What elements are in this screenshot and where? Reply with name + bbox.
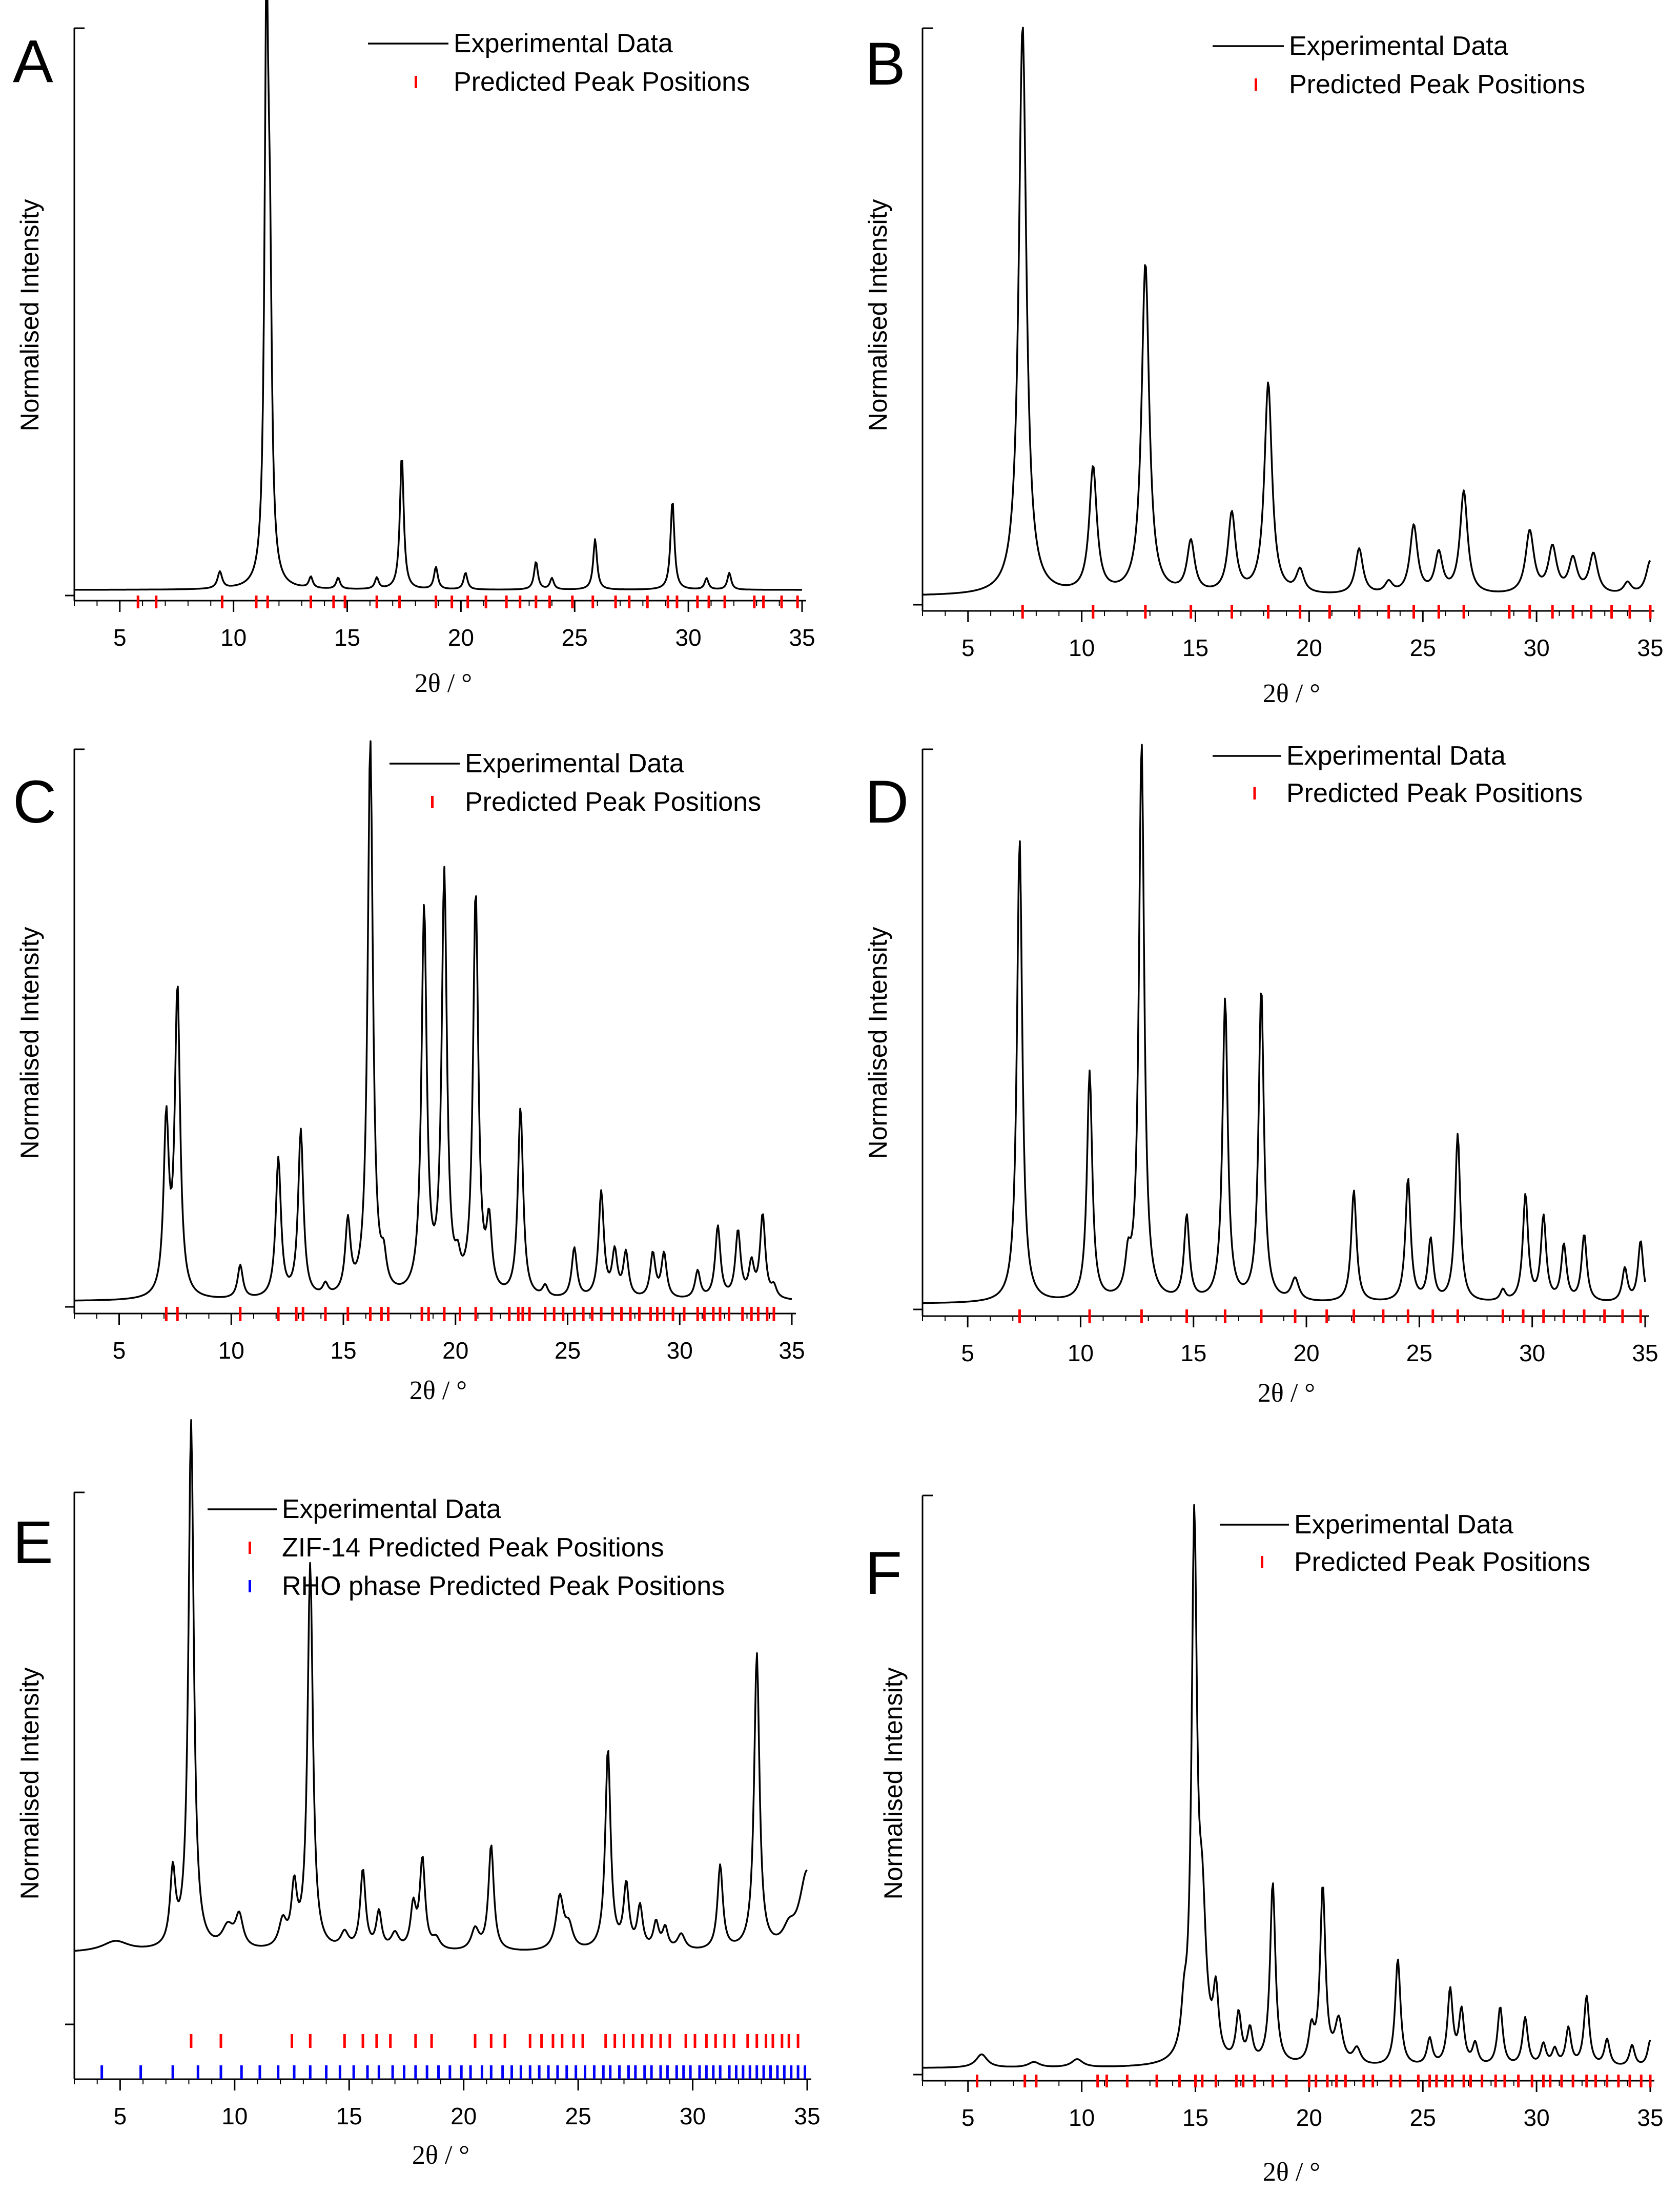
x-tick-label: 15 (1180, 1340, 1206, 1366)
x-tick-label: 30 (680, 2103, 706, 2129)
panel-letter: D (865, 768, 909, 836)
x-tick-label: 20 (442, 1337, 468, 1364)
experimental-data-line (74, 740, 792, 1302)
legend-label: Predicted Peak Positions (1286, 778, 1583, 808)
x-tick-label: 10 (1069, 2104, 1095, 2131)
x-tick-label: 25 (565, 2103, 591, 2129)
x-tick-label: 30 (1524, 2104, 1550, 2131)
x-tick-label: 35 (1637, 634, 1663, 661)
legend-label: Experimental Data (465, 749, 684, 778)
y-axis-label: Normalised Intensity (15, 927, 44, 1159)
panel-letter: F (865, 1540, 902, 1607)
x-tick-label: 5 (113, 624, 127, 651)
experimental-data-line (923, 27, 1651, 596)
legend-label: Experimental Data (282, 1494, 501, 1524)
y-axis-label: Normalised Intensity (15, 199, 44, 432)
x-tick-label: 15 (330, 1337, 356, 1364)
x-tick-label: 5 (961, 2104, 975, 2131)
x-axis-label: 2θ / ° (1263, 2158, 1320, 2187)
legend-label: ZIF-14 Predicted Peak Positions (282, 1533, 664, 1563)
x-tick-label: 25 (1406, 1340, 1432, 1366)
experimental-data-line (923, 744, 1646, 1304)
x-axis-label: 2θ / ° (415, 669, 472, 698)
x-tick-label: 35 (778, 1337, 805, 1364)
x-tick-label: 35 (1637, 2104, 1663, 2131)
x-tick-label: 5 (113, 1337, 126, 1364)
y-axis-label: Normalised Intensity (879, 1668, 908, 1900)
experimental-data-line (922, 1504, 1651, 2069)
x-axis-label: 2θ / ° (1263, 679, 1320, 708)
x-tick-label: 20 (1293, 1340, 1319, 1366)
x-tick-label: 25 (1410, 634, 1436, 661)
x-tick-label: 10 (221, 2103, 248, 2129)
x-tick-label: 20 (1296, 634, 1322, 661)
x-tick-label: 5 (961, 1340, 974, 1366)
x-tick-label: 25 (562, 624, 588, 651)
experimental-data-line (74, 0, 802, 591)
legend-label: Experimental Data (1294, 1510, 1513, 1540)
panel-letter: B (865, 30, 906, 98)
legend-label: Predicted Peak Positions (465, 787, 761, 817)
experimental-data-line (74, 1419, 808, 1952)
x-axis-label: 2θ / ° (412, 2141, 469, 2170)
x-tick-label: 35 (789, 624, 815, 651)
x-tick-label: 15 (1182, 2104, 1208, 2131)
x-tick-label: 15 (1182, 634, 1208, 661)
x-tick-label: 15 (336, 2103, 362, 2129)
legend-label: Predicted Peak Positions (454, 67, 750, 97)
legend-label: Experimental Data (454, 29, 673, 58)
panel-a: A 5 10 15 20 25 30 35 2θ / ° Normalised Intensity… (13, 0, 815, 698)
x-tick-label: 35 (794, 2103, 820, 2129)
x-tick-label: 10 (1068, 1340, 1094, 1366)
panel-letter: C (13, 768, 56, 836)
x-tick-label: 30 (667, 1337, 693, 1364)
x-tick-label: 10 (220, 624, 247, 651)
panel-b: B 5 10 15 20 25 30 35 2θ / ° Normalised Intensity… (864, 27, 1664, 708)
x-tick-label: 15 (334, 624, 360, 651)
x-tick-label: 20 (450, 2103, 477, 2129)
x-tick-label: 5 (961, 634, 975, 661)
x-tick-label: 10 (1069, 634, 1095, 661)
x-axis-label: 2θ / ° (1258, 1379, 1315, 1408)
y-axis-label: Normalised Intensity (864, 927, 892, 1159)
panel-e: E 5 10 15 20 25 30 35 2θ / ° Normalised Intensity… (13, 1419, 821, 2170)
x-tick-label: 10 (218, 1337, 244, 1364)
x-tick-label: 30 (1524, 634, 1550, 661)
legend-label: RHO phase Predicted Peak Positions (282, 1571, 725, 1601)
x-tick-label: 5 (114, 2103, 127, 2129)
x-tick-label: 25 (1410, 2104, 1436, 2131)
y-axis-label: Normalised Intensity (864, 199, 892, 432)
panel-letter: A (13, 28, 53, 95)
x-tick-label: 20 (1296, 2104, 1322, 2131)
legend-label: Experimental Data (1286, 741, 1506, 771)
panel-letter: E (13, 1509, 53, 1576)
y-axis-label: Normalised Intensity (15, 1668, 44, 1900)
legend-label: Predicted Peak Positions (1294, 1547, 1590, 1577)
x-tick-label: 20 (448, 624, 474, 651)
x-tick-label: 25 (555, 1337, 581, 1364)
legend-label: Predicted Peak Positions (1289, 70, 1585, 99)
x-tick-label: 35 (1632, 1340, 1658, 1366)
panel-c: C 5 10 15 20 25 30 35 2θ / ° Normalised Intensity… (13, 740, 805, 1405)
panel-d: D 5 10 15 20 25 30 35 2θ / ° Normalised Intensity… (864, 741, 1658, 1408)
panel-f: F 5 10 15 20 25 30 35 2θ / ° Normalised Intensity… (865, 1494, 1664, 2187)
x-tick-label: 30 (675, 624, 702, 651)
x-axis-label: 2θ / ° (409, 1376, 467, 1405)
x-tick-label: 30 (1519, 1340, 1545, 1366)
legend-label: Experimental Data (1289, 31, 1508, 61)
